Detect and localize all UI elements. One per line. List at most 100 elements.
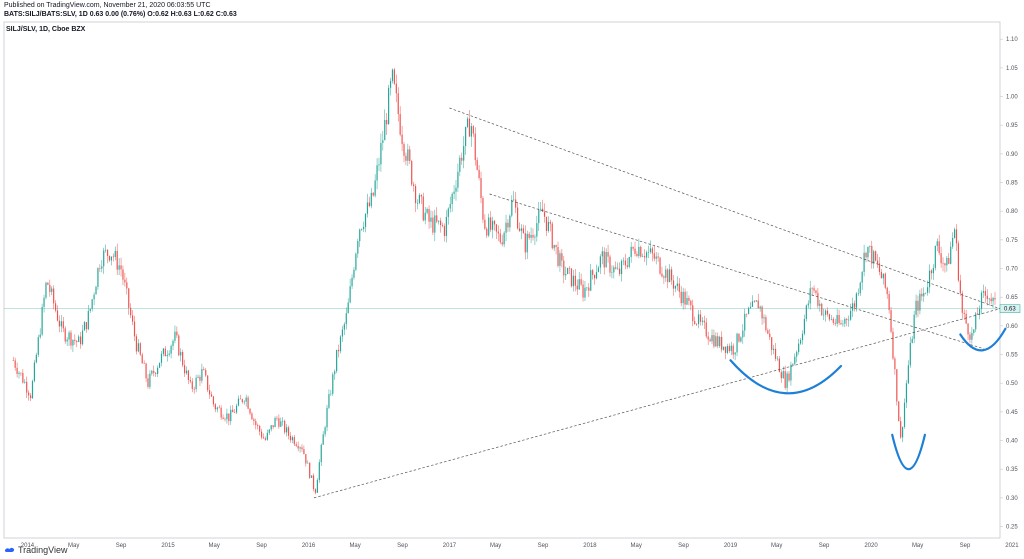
candle-body [234,412,236,413]
candle-body [832,318,834,323]
candle-body [709,339,711,342]
candle-body [570,268,573,287]
candle-body [355,253,357,270]
candle-body [237,398,240,406]
candle-body [334,371,336,375]
candle-body [449,204,451,209]
candle-body [137,343,139,352]
candle-body [971,332,973,340]
candle-body [328,394,330,408]
candle-body [35,354,37,363]
candle-body [195,377,197,390]
candle-body [399,114,401,135]
candle-body [380,142,382,165]
candle-body [921,293,923,297]
candle-body [672,280,675,289]
candle-body [950,246,952,264]
candle-body [16,367,18,374]
candle-body [391,69,394,82]
footer-brand[interactable]: TradingView [4,545,68,555]
candle-body [62,321,64,329]
ohlc-readout: BATS:SILJ/BATS:SLV, 1D 0.63 0.00 (0.76%)… [4,11,237,18]
candle-body [842,323,844,325]
candle-body [834,322,836,324]
candle-body [191,381,193,389]
candle-body [821,303,823,316]
candle-body [368,202,370,207]
candle-body [413,184,415,186]
candle-body [597,267,600,273]
y-tick-label: 0.25 [1006,525,1018,531]
candle-body [287,427,290,436]
candle-body [53,288,55,304]
candle-body [41,306,43,335]
candle-body [303,449,305,455]
candle-body [420,194,422,197]
candle-body [66,339,68,342]
candle-body [934,245,936,268]
candle-body [547,221,549,231]
candle-body [436,215,438,222]
candle-body [239,398,241,400]
candle-body [493,220,496,225]
candle-body [362,226,365,230]
candle-body [657,256,659,258]
candle-body [928,270,931,288]
last-price-tag-label: 0.63 [1004,307,1016,313]
candle-body [120,265,122,270]
candle-body [101,266,103,269]
candle-body [582,284,584,298]
candle-body [311,475,313,478]
candle-body [488,217,490,236]
candle-body [757,300,759,309]
candle-body [574,275,576,286]
candle-body [859,282,861,294]
candle-body [942,263,944,264]
candle-body [58,320,61,327]
candle-body [701,320,703,322]
chart-frame [3,21,1001,539]
candle-body [64,328,66,342]
candle-body [518,228,521,231]
candle-body [980,292,983,309]
candle-body [76,340,78,342]
candle-body [927,287,929,293]
candle-body [876,260,879,264]
candle-body [923,293,925,297]
candle-body [846,318,848,321]
candle-body [788,373,790,381]
candle-body [351,277,353,287]
candle-body [726,346,729,353]
candle-body [501,242,503,245]
candle-body [26,381,28,393]
x-tick-label: 2016 [302,543,316,549]
candle-body [103,250,105,267]
x-tick-label: 2015 [161,543,175,549]
candle-body [626,265,628,267]
candle-body [205,369,207,376]
candle-body [803,318,806,334]
candle-body [780,372,782,379]
x-tick-label: 2014 [21,543,35,549]
candle-body [836,315,838,324]
candle-body [457,171,459,188]
candle-body [940,253,942,264]
candle-body [761,306,763,319]
candle-body [952,238,954,247]
candle-body [620,260,623,275]
candle-body [661,273,663,277]
candle-body [232,409,234,413]
candle-body [424,212,426,221]
candle-body [51,288,53,292]
candle-body [228,413,230,422]
candle-body [636,253,638,256]
candle-body [158,362,161,368]
candle-body [599,256,601,268]
candle-body [395,83,397,94]
candle-body [416,202,419,204]
candle-body [224,418,226,420]
candle-body [162,348,164,354]
candle-body [721,336,723,350]
candle-body [193,388,195,390]
